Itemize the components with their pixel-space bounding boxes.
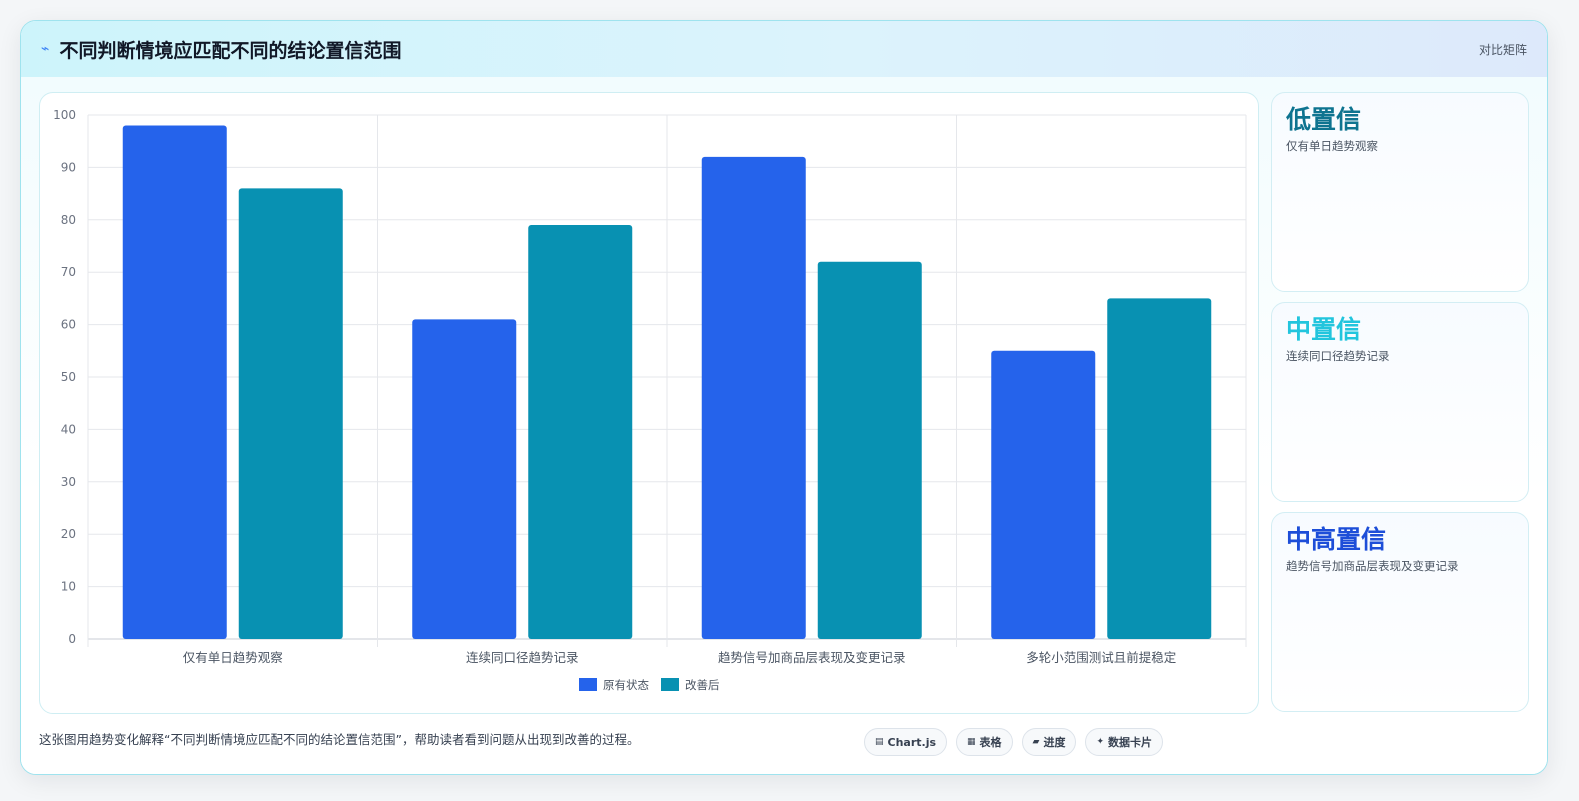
- tag-chartjs[interactable]: ▤ Chart.js: [864, 728, 948, 756]
- side-card-desc: 仅有单日趋势观察: [1286, 139, 1378, 153]
- legend-label: 原有状态: [603, 678, 649, 692]
- bar-improved: [817, 261, 922, 639]
- y-tick-label: 70: [61, 265, 76, 279]
- tag-table[interactable]: ▦ 表格: [956, 728, 1013, 756]
- y-tick-label: 40: [61, 422, 76, 436]
- x-tick-label: 仅有单日趋势观察: [183, 650, 284, 665]
- sparkle-icon: ✦: [1096, 737, 1105, 747]
- x-tick-label: 多轮小范围测试且前提稳定: [1026, 650, 1176, 665]
- progress-icon: ▰: [1032, 737, 1040, 747]
- legend-label: 改善后: [685, 678, 720, 692]
- y-tick-label: 30: [61, 475, 76, 489]
- tag-progress[interactable]: ▰ 进度: [1021, 728, 1077, 756]
- y-tick-label: 100: [53, 108, 76, 122]
- side-card-level: 低置信: [1286, 105, 1362, 134]
- side-card-low: 低置信 仅有单日趋势观察: [1271, 92, 1529, 292]
- tag-data-card[interactable]: ✦ 数据卡片: [1085, 728, 1164, 756]
- bar-original: [991, 350, 1096, 639]
- bar-improved: [528, 225, 633, 640]
- y-tick-label: 80: [61, 213, 76, 227]
- side-card-desc: 趋势信号加商品层表现及变更记录: [1286, 559, 1459, 573]
- bar-improved: [238, 188, 343, 640]
- chart-card: ⌁ 不同判断情境应匹配不同的结论置信范围 对比矩阵 0 10 20 30 40 50 60 7…: [20, 20, 1548, 775]
- bar-original: [412, 319, 517, 639]
- y-tick-label: 90: [61, 160, 76, 174]
- table-icon: ▦: [967, 737, 976, 747]
- card-header: ⌁ 不同判断情境应匹配不同的结论置信范围 对比矩阵: [21, 21, 1547, 77]
- y-tick-label: 50: [61, 370, 76, 384]
- legend-swatch: [661, 678, 679, 691]
- side-card-mid: 中置信 连续同口径趋势记录: [1271, 302, 1529, 502]
- bar-original: [122, 125, 227, 640]
- y-tick-label: 0: [68, 632, 76, 646]
- tag-list: ▤ Chart.js ▦ 表格 ▰ 进度 ✦ 数据卡片: [864, 728, 1164, 756]
- side-card-high: 中高置信 趋势信号加商品层表现及变更记录: [1271, 512, 1529, 712]
- y-tick-label: 10: [61, 580, 76, 594]
- view-mode-label[interactable]: 对比矩阵: [1478, 42, 1527, 57]
- side-card-desc: 连续同口径趋势记录: [1286, 349, 1390, 363]
- page-title: 不同判断情境应匹配不同的结论置信范围: [59, 39, 402, 62]
- y-tick-label: 20: [61, 527, 76, 541]
- side-card-level: 中置信: [1286, 315, 1362, 344]
- tag-label: Chart.js: [887, 735, 937, 749]
- tag-label: 表格: [979, 736, 1002, 749]
- tag-label: 数据卡片: [1108, 736, 1153, 749]
- chart-caption: 这张图用趋势变化解释“不同判断情境应匹配不同的结论置信范围”，帮助读者看到问题从…: [39, 732, 640, 747]
- x-tick-label: 趋势信号加商品层表现及变更记录: [718, 650, 906, 665]
- chart-icon: ▤: [875, 737, 884, 747]
- legend-swatch: [579, 678, 597, 691]
- bar-improved: [1107, 298, 1212, 639]
- lightning-icon: ⌁: [41, 41, 50, 57]
- x-tick-label: 连续同口径趋势记录: [466, 650, 579, 665]
- y-tick-label: 60: [61, 318, 76, 332]
- chart-panel: 0 10 20 30 40 50 60 70 80 90 100 仅有单日趋势观察 连续同口径趋势记录 趋…: [39, 92, 1259, 714]
- tag-label: 进度: [1043, 736, 1066, 749]
- bar-chart: 0 10 20 30 40 50 60 70 80 90 100 仅有单日趋势观察 连续同口径趋势记录 趋…: [53, 108, 1247, 692]
- side-card-level: 中高置信: [1286, 525, 1387, 554]
- bar-original: [701, 156, 806, 640]
